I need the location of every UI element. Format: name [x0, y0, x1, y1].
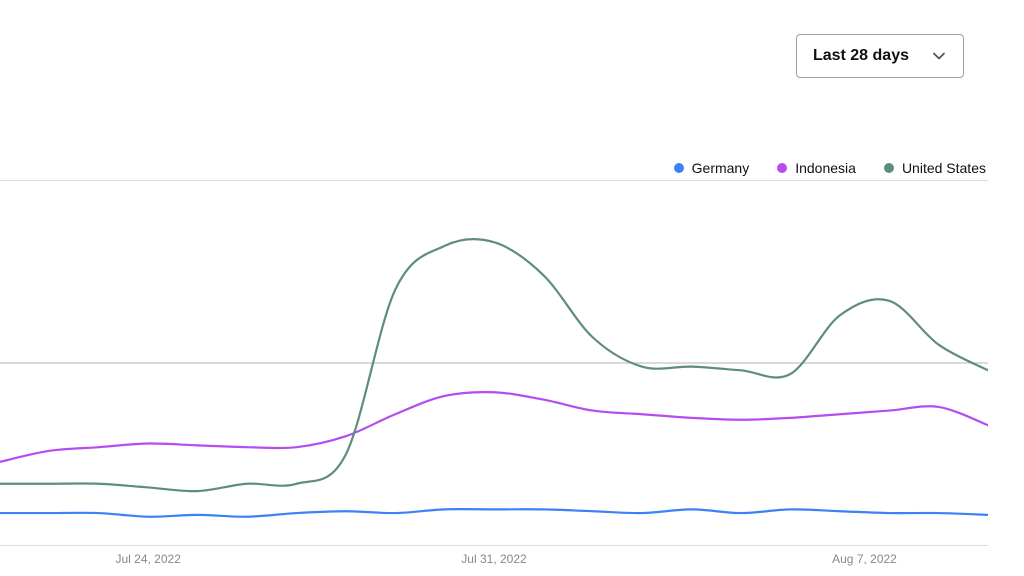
legend-dot: [674, 163, 684, 173]
legend-item[interactable]: Germany: [674, 160, 750, 176]
legend-label: Germany: [692, 160, 750, 176]
date-range-label: Last 28 days: [813, 47, 909, 65]
legend-dot: [777, 163, 787, 173]
x-axis-tick-label: Jul 31, 2022: [461, 552, 526, 566]
legend-label: Indonesia: [795, 160, 856, 176]
series-line-germany: [0, 509, 988, 517]
series-line-united_states: [0, 239, 988, 491]
series-line-indonesia: [0, 392, 988, 462]
date-range-dropdown[interactable]: Last 28 days: [796, 34, 964, 78]
legend-dot: [884, 163, 894, 173]
line-chart: [0, 180, 988, 546]
chart-svg: [0, 180, 988, 546]
chart-container: Last 28 days Germany Indonesia United St…: [0, 0, 1024, 576]
legend-item[interactable]: United States: [884, 160, 986, 176]
x-axis-tick-label: Aug 7, 2022: [832, 552, 897, 566]
legend-item[interactable]: Indonesia: [777, 160, 856, 176]
legend-label: United States: [902, 160, 986, 176]
chevron-down-icon: [931, 48, 947, 64]
chart-legend: Germany Indonesia United States: [674, 160, 986, 176]
x-axis-tick-label: Jul 24, 2022: [115, 552, 180, 566]
